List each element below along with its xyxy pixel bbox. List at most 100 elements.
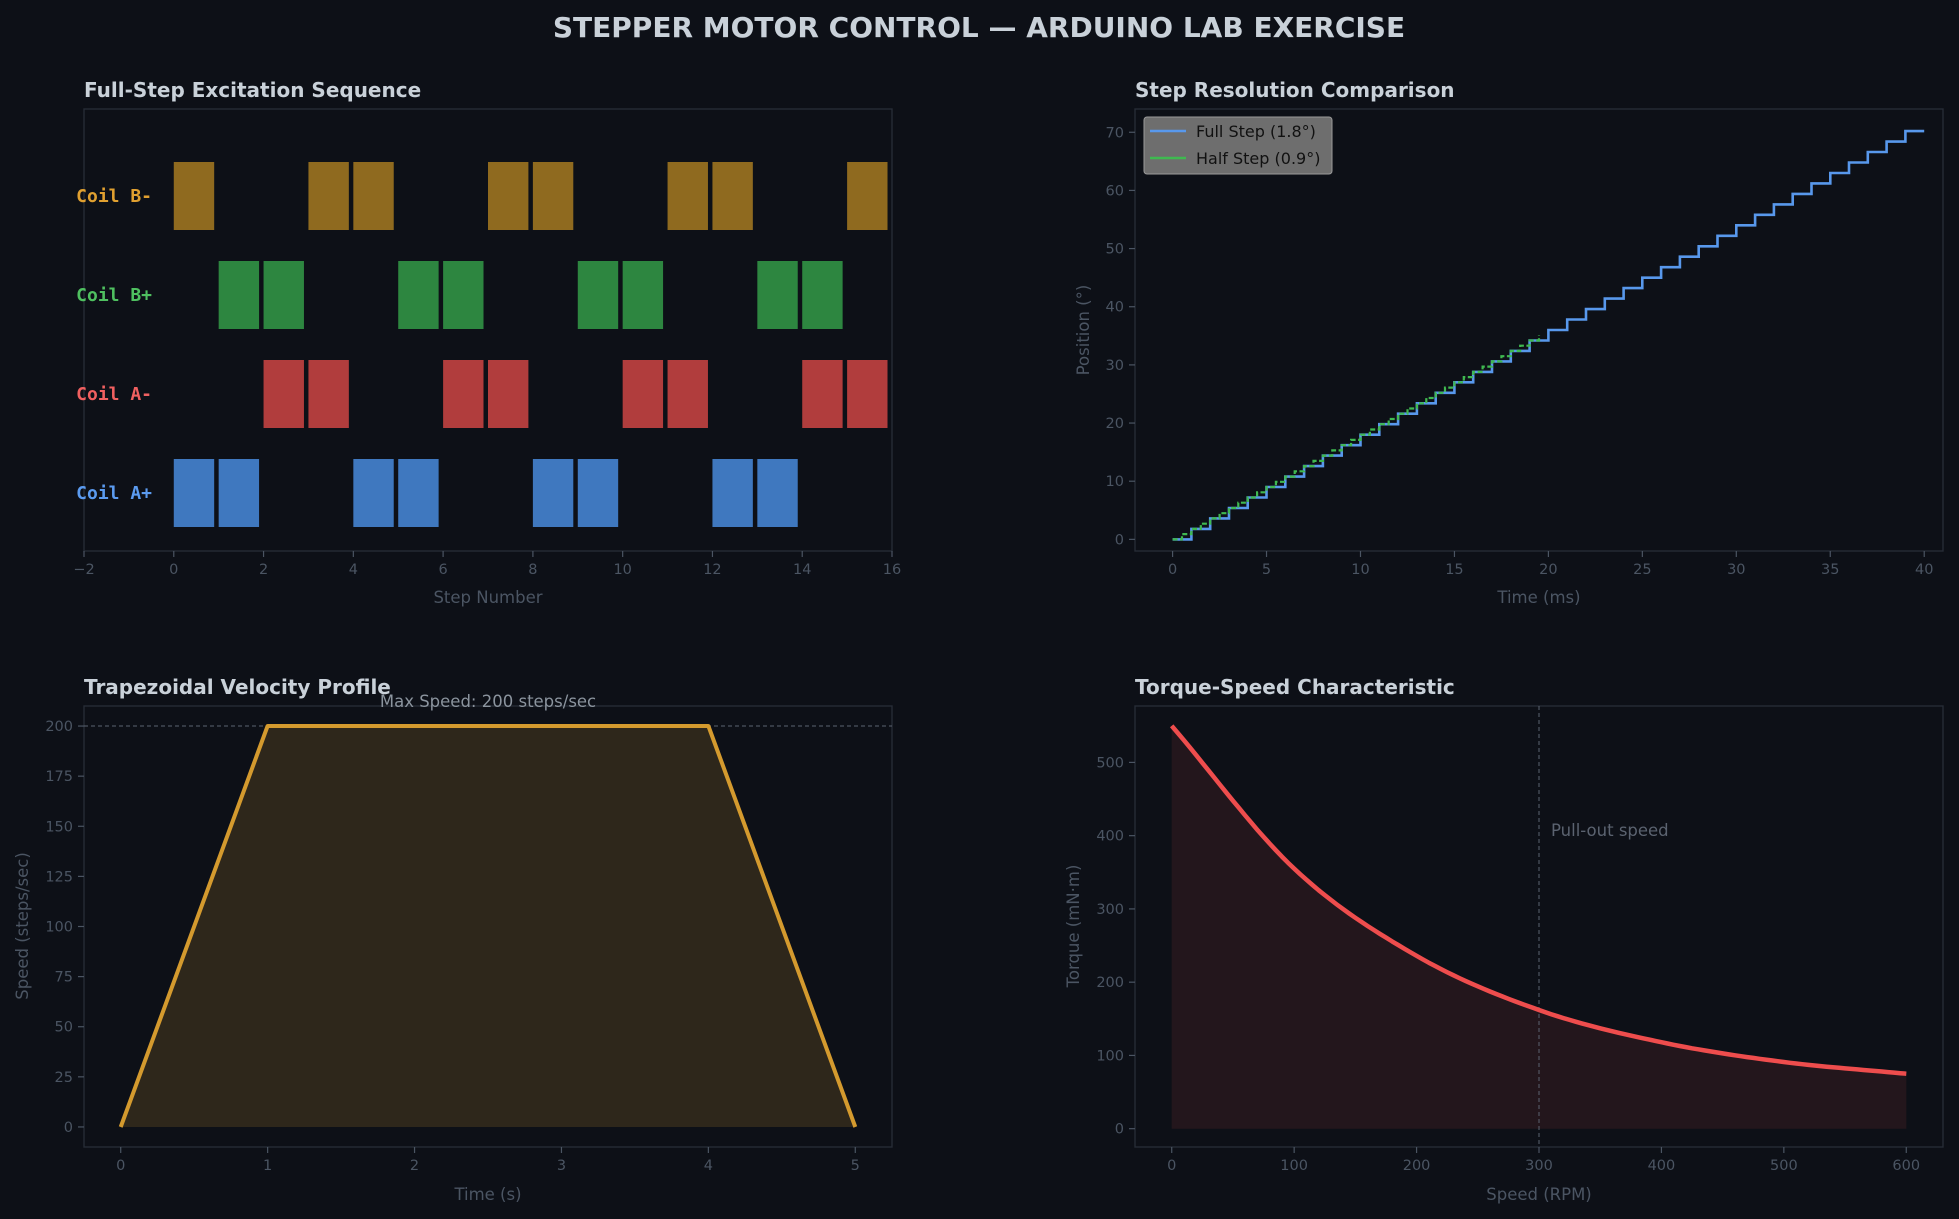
velocity-x-tick-label: 1 (263, 1158, 272, 1174)
coil-bar-coil-a (263, 360, 304, 428)
resolution-x-tick-label: 25 (1633, 562, 1651, 578)
coil-bar-coil-a (532, 459, 574, 527)
pullout-speed-annotation: Pull-out speed (1551, 821, 1669, 840)
torque-x-tick-label: 400 (1648, 1158, 1676, 1174)
coil-bar-coil-a (308, 360, 349, 428)
excitation-chart-title: Full-Step Excitation Sequence (84, 78, 421, 102)
excitation-x-tick-label: 12 (703, 562, 721, 578)
torque-speed-chart: Torque-Speed Characteristic Speed (RPM) … (1064, 675, 1944, 1204)
coil-bar-coil-b (802, 261, 843, 329)
coil-bar-coil-a (353, 459, 394, 527)
resolution-chart-title: Step Resolution Comparison (1135, 78, 1455, 102)
resolution-x-tick-label: 30 (1727, 562, 1745, 578)
excitation-x-axis-label: Step Number (433, 588, 542, 607)
coil-bar-coil-b (712, 162, 753, 230)
figure-title: STEPPER MOTOR CONTROL — ARDUINO LAB EXER… (553, 11, 1405, 44)
coil-bar-coil-b (667, 162, 708, 230)
velocity-y-tick-label: 200 (45, 719, 73, 735)
torque-x-tick-label: 600 (1892, 1158, 1920, 1174)
velocity-x-tick-label: 2 (410, 1158, 419, 1174)
velocity-y-tick-label: 100 (45, 920, 73, 936)
full-step-series-line (1172, 129, 1925, 541)
excitation-plot-frame (83, 108, 893, 552)
coil-bar-coil-b (847, 162, 888, 230)
velocity-x-axis-label: Time (s) (453, 1185, 521, 1204)
resolution-x-tick-label: 35 (1821, 562, 1839, 578)
velocity-y-axis-label: Speed (steps/sec) (13, 852, 32, 1000)
coil-bar-coil-a (173, 459, 215, 527)
velocity-area-fill (120, 726, 856, 1127)
legend-label-half-step: Half Step (0.9°) (1196, 149, 1320, 168)
torque-y-tick-label: 0 (1115, 1122, 1124, 1138)
torque-y-tick-label: 100 (1096, 1048, 1124, 1064)
coil-row-label-coil-a: Coil A+ (76, 483, 152, 504)
coil-bar-coil-b (173, 162, 215, 230)
velocity-y-tick-label: 125 (45, 869, 73, 885)
coil-bar-coil-b (757, 261, 798, 329)
velocity-x-tick-label: 4 (704, 1158, 713, 1174)
velocity-x-tick-label: 3 (557, 1158, 566, 1174)
resolution-y-tick-label: 70 (1106, 125, 1124, 141)
resolution-y-axis-label: Position (°) (1074, 285, 1093, 376)
velocity-x-tick-label: 5 (851, 1158, 860, 1174)
coil-bar-coil-b (398, 261, 439, 329)
excitation-x-tick-label: 0 (169, 562, 178, 578)
coil-bar-coil-b (263, 261, 304, 329)
resolution-x-tick-label: 10 (1351, 562, 1369, 578)
torque-x-tick-label: 0 (1167, 1158, 1176, 1174)
coil-bar-coil-a (847, 360, 888, 428)
torque-x-axis-label: Speed (RPM) (1486, 1185, 1592, 1204)
excitation-sequence-chart: Full-Step Excitation Sequence Step Numbe… (73, 78, 901, 607)
velocity-y-tick-label: 50 (55, 1020, 73, 1036)
coil-bar-coil-b (577, 261, 619, 329)
coil-bar-coil-b (488, 162, 529, 230)
torque-x-tick-label: 100 (1280, 1158, 1308, 1174)
coil-bar-coil-a (443, 360, 484, 428)
coil-row-label-coil-b: Coil B+ (76, 285, 152, 306)
excitation-x-tick-label: 16 (883, 562, 901, 578)
resolution-y-tick-label: 10 (1106, 474, 1124, 490)
velocity-profile-chart: Trapezoidal Velocity Profile Time (s) Sp… (13, 675, 893, 1204)
velocity-y-tick-label: 75 (55, 970, 73, 986)
resolution-x-tick-label: 0 (1168, 562, 1177, 578)
velocity-x-tick-label: 0 (116, 1158, 125, 1174)
coil-row-label-coil-b: Coil B- (76, 186, 152, 207)
torque-chart-title: Torque-Speed Characteristic (1135, 675, 1455, 699)
velocity-y-tick-label: 175 (45, 769, 73, 785)
resolution-x-tick-label: 20 (1539, 562, 1557, 578)
legend-label-full-step: Full Step (1.8°) (1196, 122, 1316, 141)
resolution-y-tick-label: 30 (1106, 358, 1124, 374)
coil-bar-coil-b (308, 162, 349, 230)
coil-bar-coil-a (218, 459, 260, 527)
resolution-legend: Full Step (1.8°) Half Step (0.9°) (1143, 116, 1333, 175)
coil-bar-coil-b (353, 162, 394, 230)
excitation-x-tick-label: 6 (438, 562, 447, 578)
torque-area-fill (1171, 725, 1907, 1129)
coil-bar-coil-b (532, 162, 574, 230)
torque-y-axis-label: Torque (mN·m) (1064, 865, 1083, 989)
resolution-x-tick-label: 15 (1445, 562, 1463, 578)
resolution-y-tick-label: 0 (1115, 532, 1124, 548)
coil-bar-coil-b (622, 261, 664, 329)
resolution-plot-frame (1134, 108, 1944, 552)
resolution-y-tick-label: 20 (1106, 416, 1124, 432)
excitation-x-tick-label: 2 (259, 562, 268, 578)
velocity-chart-title: Trapezoidal Velocity Profile (84, 675, 391, 699)
torque-x-tick-label: 500 (1770, 1158, 1798, 1174)
resolution-x-tick-label: 5 (1262, 562, 1271, 578)
coil-bar-coil-a (757, 459, 798, 527)
excitation-x-tick-label: 14 (793, 562, 811, 578)
coil-bar-coil-a (712, 459, 753, 527)
velocity-profile-line (118, 724, 858, 1128)
resolution-x-axis-label: Time (ms) (1496, 588, 1580, 607)
excitation-x-tick-label: −2 (73, 562, 94, 578)
torque-y-tick-label: 200 (1096, 975, 1124, 991)
velocity-y-tick-label: 150 (45, 819, 73, 835)
torque-curve-line (1169, 724, 1907, 1076)
coil-row-label-coil-a: Coil A- (76, 384, 152, 405)
torque-x-tick-label: 200 (1403, 1158, 1431, 1174)
half-step-series-line (1172, 335, 1541, 541)
coil-bar-coil-a (667, 360, 708, 428)
torque-x-tick-label: 300 (1525, 1158, 1553, 1174)
resolution-y-tick-label: 40 (1106, 300, 1124, 316)
